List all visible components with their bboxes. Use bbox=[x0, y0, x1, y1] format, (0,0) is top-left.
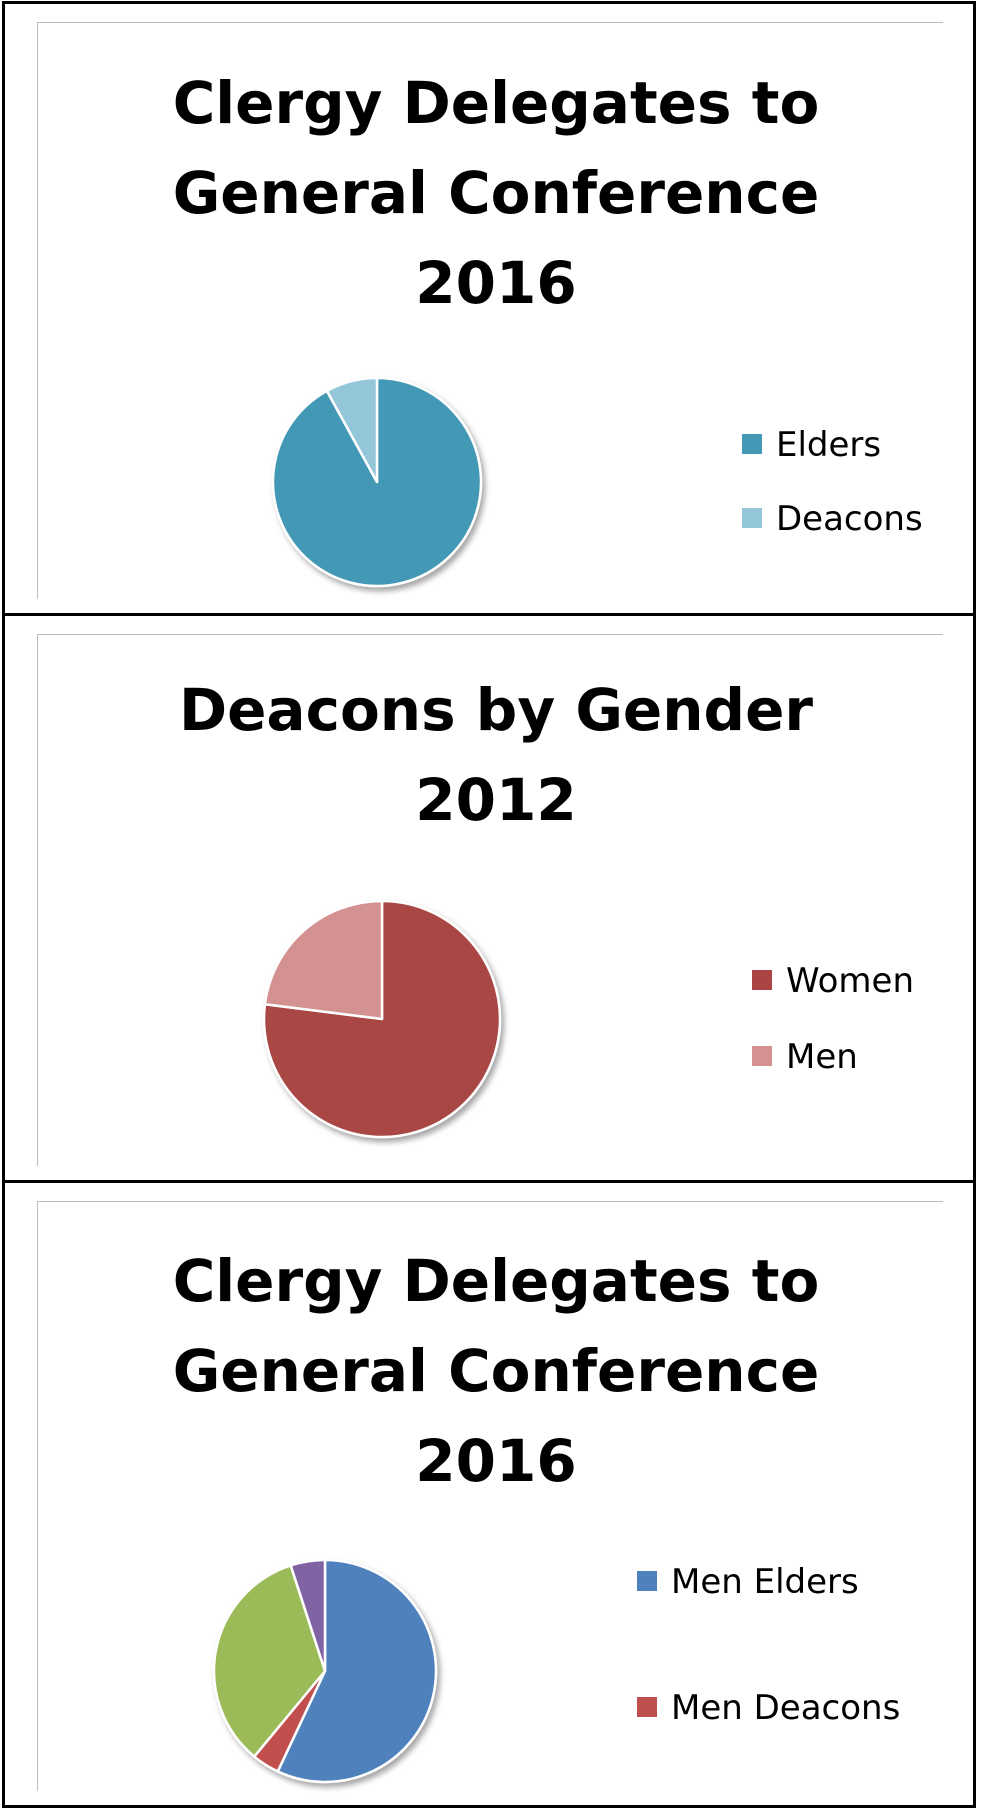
chart-title-1: Clergy Delegates to General Conference 2… bbox=[172, 69, 820, 317]
chart-title-3: Clergy Delegates to General Conference 2… bbox=[172, 1247, 820, 1495]
chart-frame bbox=[37, 22, 943, 599]
chart-frame bbox=[37, 634, 943, 1166]
chart-panel-1 bbox=[2, 1, 976, 616]
chart-title-2: Deacons by Gender 2012 bbox=[178, 676, 814, 834]
chart-frame bbox=[37, 1201, 943, 1791]
chart-panel-3 bbox=[2, 1180, 976, 1808]
